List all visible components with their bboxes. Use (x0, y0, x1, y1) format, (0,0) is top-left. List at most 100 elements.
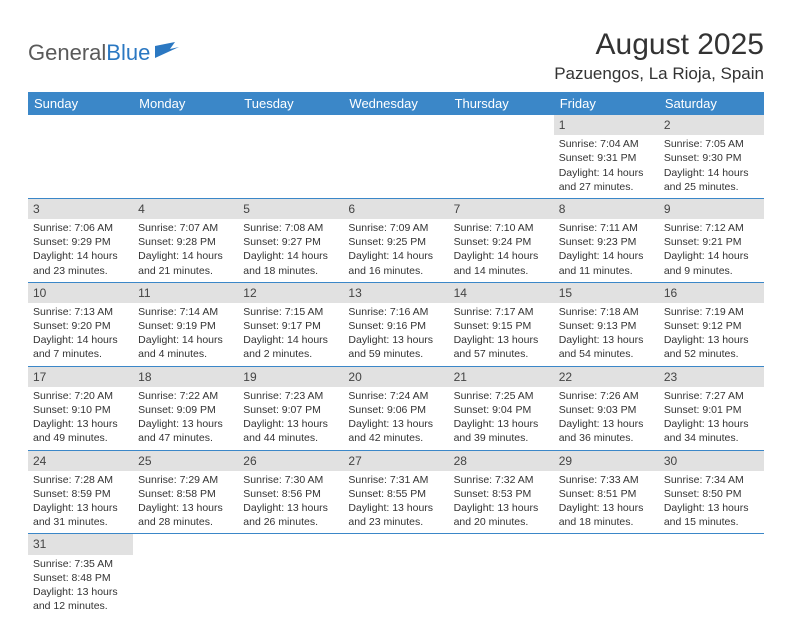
day-number: 26 (238, 451, 343, 471)
calendar-week-row: 17Sunrise: 7:20 AMSunset: 9:10 PMDayligh… (28, 366, 764, 450)
day-number: 21 (449, 367, 554, 387)
month-title: August 2025 (554, 28, 764, 62)
calendar-cell: 12Sunrise: 7:15 AMSunset: 9:17 PMDayligh… (238, 282, 343, 366)
day-details: Sunrise: 7:20 AMSunset: 9:10 PMDaylight:… (33, 389, 128, 446)
calendar-week-row: 24Sunrise: 7:28 AMSunset: 8:59 PMDayligh… (28, 450, 764, 534)
day-number: 9 (659, 199, 764, 219)
weekday-header: Wednesday (343, 92, 448, 115)
day-details: Sunrise: 7:26 AMSunset: 9:03 PMDaylight:… (559, 389, 654, 446)
calendar-cell: 31 Sunrise: 7:35 AMSunset: 8:48 PMDayligh… (28, 534, 133, 617)
logo-text-blue: Blue (106, 40, 150, 65)
day-number: 14 (449, 283, 554, 303)
day-details: Sunrise: 7:07 AMSunset: 9:28 PMDaylight:… (138, 221, 233, 278)
day-details: Sunrise: 7:25 AMSunset: 9:04 PMDaylight:… (454, 389, 549, 446)
title-block: August 2025 Pazuengos, La Rioja, Spain (554, 28, 764, 84)
calendar-page: GeneralBlue August 2025 Pazuengos, La Ri… (0, 0, 792, 617)
day-details: Sunrise: 7:31 AMSunset: 8:55 PMDaylight:… (348, 473, 443, 530)
calendar-cell: 23Sunrise: 7:27 AMSunset: 9:01 PMDayligh… (659, 366, 764, 450)
day-number: 24 (28, 451, 133, 471)
day-details: Sunrise: 7:28 AMSunset: 8:59 PMDaylight:… (33, 473, 128, 530)
day-details: Sunrise: 7:12 AMSunset: 9:21 PMDaylight:… (664, 221, 759, 278)
calendar-cell (343, 534, 448, 617)
day-details: Sunrise: 7:11 AMSunset: 9:23 PMDaylight:… (559, 221, 654, 278)
day-details: Sunrise: 7:29 AMSunset: 8:58 PMDaylight:… (138, 473, 233, 530)
calendar-week-row: 31 Sunrise: 7:35 AMSunset: 8:48 PMDayligh… (28, 534, 764, 617)
day-number: 16 (659, 283, 764, 303)
calendar-cell: 29Sunrise: 7:33 AMSunset: 8:51 PMDayligh… (554, 450, 659, 534)
day-number: 13 (343, 283, 448, 303)
calendar-cell: 24Sunrise: 7:28 AMSunset: 8:59 PMDayligh… (28, 450, 133, 534)
day-number: 31 (28, 534, 133, 554)
day-number: 22 (554, 367, 659, 387)
calendar-cell: 9Sunrise: 7:12 AMSunset: 9:21 PMDaylight… (659, 198, 764, 282)
day-details: Sunrise: 7:09 AMSunset: 9:25 PMDaylight:… (348, 221, 443, 278)
day-number: 25 (133, 451, 238, 471)
calendar-cell: 22Sunrise: 7:26 AMSunset: 9:03 PMDayligh… (554, 366, 659, 450)
day-details: Sunrise: 7:32 AMSunset: 8:53 PMDaylight:… (454, 473, 549, 530)
location: Pazuengos, La Rioja, Spain (554, 64, 764, 84)
weekday-header: Thursday (449, 92, 554, 115)
calendar-cell (133, 115, 238, 198)
day-number: 5 (238, 199, 343, 219)
day-details: Sunrise: 7:08 AMSunset: 9:27 PMDaylight:… (243, 221, 338, 278)
day-details: Sunrise: 7:22 AMSunset: 9:09 PMDaylight:… (138, 389, 233, 446)
day-number: 12 (238, 283, 343, 303)
day-details: Sunrise: 7:19 AMSunset: 9:12 PMDaylight:… (664, 305, 759, 362)
logo: GeneralBlue (28, 28, 181, 66)
calendar-cell: 26Sunrise: 7:30 AMSunset: 8:56 PMDayligh… (238, 450, 343, 534)
calendar-cell (343, 115, 448, 198)
day-details: Sunrise: 7:35 AMSunset: 8:48 PMDaylight:… (33, 557, 128, 614)
day-number: 1 (554, 115, 659, 135)
calendar-week-row: 10Sunrise: 7:13 AMSunset: 9:20 PMDayligh… (28, 282, 764, 366)
day-number: 20 (343, 367, 448, 387)
day-details: Sunrise: 7:16 AMSunset: 9:16 PMDaylight:… (348, 305, 443, 362)
day-details: Sunrise: 7:33 AMSunset: 8:51 PMDaylight:… (559, 473, 654, 530)
weekday-header: Sunday (28, 92, 133, 115)
day-details: Sunrise: 7:27 AMSunset: 9:01 PMDaylight:… (664, 389, 759, 446)
day-details: Sunrise: 7:34 AMSunset: 8:50 PMDaylight:… (664, 473, 759, 530)
day-number: 2 (659, 115, 764, 135)
day-number: 7 (449, 199, 554, 219)
calendar-cell: 8Sunrise: 7:11 AMSunset: 9:23 PMDaylight… (554, 198, 659, 282)
calendar-cell: 14Sunrise: 7:17 AMSunset: 9:15 PMDayligh… (449, 282, 554, 366)
day-details: Sunrise: 7:15 AMSunset: 9:17 PMDaylight:… (243, 305, 338, 362)
weekday-header: Friday (554, 92, 659, 115)
calendar-cell: 3Sunrise: 7:06 AMSunset: 9:29 PMDaylight… (28, 198, 133, 282)
day-number: 30 (659, 451, 764, 471)
calendar-cell: 18Sunrise: 7:22 AMSunset: 9:09 PMDayligh… (133, 366, 238, 450)
calendar-cell: 19Sunrise: 7:23 AMSunset: 9:07 PMDayligh… (238, 366, 343, 450)
calendar-cell: 2Sunrise: 7:05 AMSunset: 9:30 PMDaylight… (659, 115, 764, 198)
calendar-cell (449, 115, 554, 198)
calendar-cell: 1Sunrise: 7:04 AMSunset: 9:31 PMDaylight… (554, 115, 659, 198)
day-number: 27 (343, 451, 448, 471)
day-details: Sunrise: 7:10 AMSunset: 9:24 PMDaylight:… (454, 221, 549, 278)
calendar-cell: 25Sunrise: 7:29 AMSunset: 8:58 PMDayligh… (133, 450, 238, 534)
day-number: 18 (133, 367, 238, 387)
weekday-header: Monday (133, 92, 238, 115)
calendar-cell (133, 534, 238, 617)
calendar-cell (659, 534, 764, 617)
logo-text: GeneralBlue (28, 40, 150, 66)
day-number: 8 (554, 199, 659, 219)
calendar-cell: 11Sunrise: 7:14 AMSunset: 9:19 PMDayligh… (133, 282, 238, 366)
day-number: 6 (343, 199, 448, 219)
calendar-cell: 27Sunrise: 7:31 AMSunset: 8:55 PMDayligh… (343, 450, 448, 534)
calendar-cell (238, 115, 343, 198)
calendar-table: SundayMondayTuesdayWednesdayThursdayFrid… (28, 92, 764, 617)
calendar-cell (554, 534, 659, 617)
logo-text-general: General (28, 40, 106, 65)
day-details: Sunrise: 7:23 AMSunset: 9:07 PMDaylight:… (243, 389, 338, 446)
weekday-header: Tuesday (238, 92, 343, 115)
calendar-week-row: 3Sunrise: 7:06 AMSunset: 9:29 PMDaylight… (28, 198, 764, 282)
day-details: Sunrise: 7:18 AMSunset: 9:13 PMDaylight:… (559, 305, 654, 362)
calendar-cell: 15Sunrise: 7:18 AMSunset: 9:13 PMDayligh… (554, 282, 659, 366)
day-number: 15 (554, 283, 659, 303)
day-number: 3 (28, 199, 133, 219)
day-number: 19 (238, 367, 343, 387)
calendar-cell: 16Sunrise: 7:19 AMSunset: 9:12 PMDayligh… (659, 282, 764, 366)
flag-icon (155, 42, 181, 65)
calendar-cell: 20Sunrise: 7:24 AMSunset: 9:06 PMDayligh… (343, 366, 448, 450)
weekday-header: Saturday (659, 92, 764, 115)
day-number: 28 (449, 451, 554, 471)
day-details: Sunrise: 7:04 AMSunset: 9:31 PMDaylight:… (559, 137, 654, 194)
